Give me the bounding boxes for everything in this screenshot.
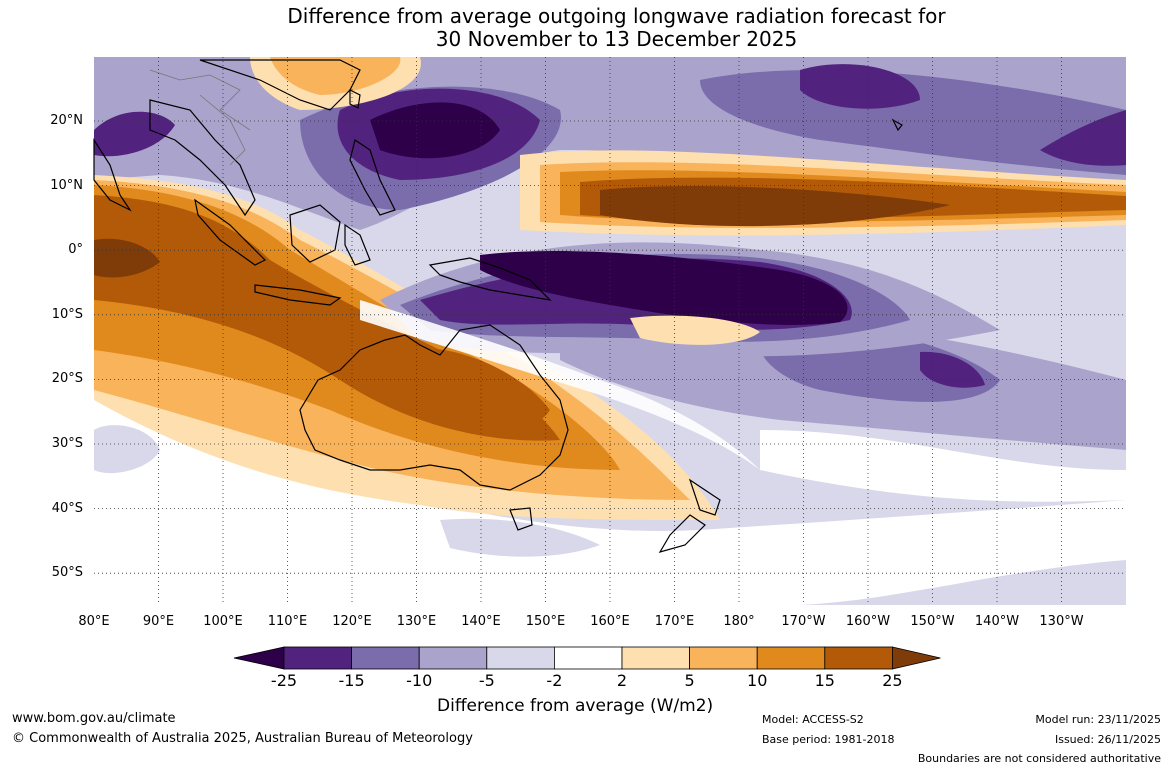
latitude-label: 20°N: [50, 113, 83, 128]
taiwan-coastline: [349, 89, 361, 109]
bom-url-link[interactable]: www.bom.gov.au/climate: [12, 711, 176, 726]
longitude-label: 160°E: [590, 614, 630, 629]
longitude-label: 170°W: [781, 614, 826, 629]
latitude-label: 20°S: [51, 371, 83, 387]
colorbar-tick-label: -15: [338, 671, 365, 690]
sumatra-coastline: [194, 198, 267, 266]
model-name: Model: ACCESS-S2: [762, 713, 864, 726]
colorbar-segment: [824, 646, 893, 670]
field-extreme-neg-phil: [370, 102, 500, 159]
colorbar-tick-label: -2: [546, 671, 563, 690]
new-guinea-coastline: [428, 257, 552, 301]
china-coastline: [199, 59, 361, 111]
longitude-label: 120°E: [332, 614, 372, 629]
longitude-label: 140°E: [461, 614, 501, 629]
field-mod-pos-nw: [270, 57, 401, 95]
country-borders: [149, 69, 251, 166]
latitude-label: 40°S: [51, 500, 83, 516]
longitude-label: 150°W: [910, 614, 955, 629]
model-run-date: Model run: 23/11/2025: [1035, 713, 1161, 726]
copyright-text: © Commonwealth of Australia 2025, Austra…: [12, 731, 473, 746]
colorbar-segment: [418, 646, 488, 670]
new-zealand-north-coastline: [688, 478, 721, 516]
new-zealand-south-coastline: [658, 514, 706, 553]
colorbar-segment: [283, 646, 352, 670]
longitude-label: 110°E: [267, 614, 308, 629]
issued-date: Issued: 26/11/2025: [1054, 733, 1161, 746]
colorbar-segment: [554, 646, 623, 670]
latitude-label: 0°: [68, 242, 83, 258]
field-strong-neg-pacific: [920, 351, 985, 388]
map-title-line1: Difference from average outgoing longwav…: [287, 4, 946, 28]
field-extreme-neg-maritime: [480, 250, 848, 325]
colorbar-tick-label: -5: [478, 671, 495, 690]
longitude-label: 130°E: [396, 614, 437, 629]
colorbar-segment: [689, 646, 758, 670]
longitude-label: 170°E: [654, 614, 695, 629]
anomaly-field: [94, 57, 1126, 605]
colorbar-segment: [486, 646, 555, 670]
latitude-label: 10°N: [50, 177, 83, 193]
latitude-label: 10°S: [51, 306, 83, 322]
longitude-label: 140°W: [974, 614, 1020, 629]
australia-coastline: [299, 324, 569, 491]
colorbar-tick-label: 5: [684, 671, 695, 690]
latitude-label: 50°S: [51, 565, 83, 581]
field-vstrong-pos-aus: [396, 348, 550, 434]
longitude-label: 80°E: [78, 614, 110, 629]
colorbar-segment: [621, 646, 690, 670]
colorbar-tick-label: 15: [814, 671, 835, 690]
longitude-label: 90°E: [142, 614, 175, 629]
colorbar-title: Difference from average (W/m2): [437, 696, 714, 716]
sulawesi-coastline: [344, 223, 371, 266]
map-title-line2: 30 November to 13 December 2025: [435, 27, 798, 51]
field-mod-neg-ne: [700, 70, 1126, 175]
colorbar-tick-label: 25: [882, 671, 903, 690]
hawaii-coastline: [891, 118, 903, 132]
colorbar-tick-label: -10: [406, 671, 433, 690]
boundary-disclaimer: Boundaries are not considered authoritat…: [917, 752, 1161, 765]
longitude-label: 180°: [723, 614, 755, 629]
field-weak-pos-coral: [630, 315, 760, 345]
colorbar-segment: [351, 646, 420, 670]
field-extreme-pos-indian: [94, 238, 160, 278]
field-strong-neg-west: [94, 111, 175, 157]
field-strong-neg-ne: [800, 64, 920, 109]
india-coastline: [93, 137, 132, 212]
field-weak-neg-south: [94, 425, 160, 474]
field-neutral-band: [360, 300, 760, 470]
colorbar: [233, 646, 941, 670]
java-coastline: [254, 284, 342, 306]
longitude-label: 130°W: [1039, 614, 1084, 629]
field-neutral-mid: [760, 430, 1126, 502]
graticule: [94, 57, 1126, 605]
colorbar-tick-label: 10: [747, 671, 768, 690]
field-weak-neg-tasman: [440, 518, 600, 557]
latitude-label: 30°S: [51, 436, 83, 451]
colorbar-tick-label: 2: [616, 671, 628, 690]
longitude-label: 100°E: [203, 614, 243, 629]
base-period: Base period: 1981-2018: [762, 733, 895, 746]
field-extreme-pos-itcz: [600, 185, 950, 227]
colorbar-segment: [756, 646, 826, 670]
longitude-label: 160°W: [845, 614, 891, 629]
colorbar-min-arrow: [233, 646, 285, 670]
longitude-label: 150°E: [525, 614, 566, 629]
philippines-coastline: [349, 139, 396, 216]
colorbar-max-arrow: [892, 646, 941, 670]
southeast-asia-coastline: [149, 99, 256, 217]
tasmania-coastline: [509, 507, 533, 531]
colorbar-tick-label: -25: [270, 671, 298, 690]
field-strong-neg-east: [1040, 110, 1126, 166]
